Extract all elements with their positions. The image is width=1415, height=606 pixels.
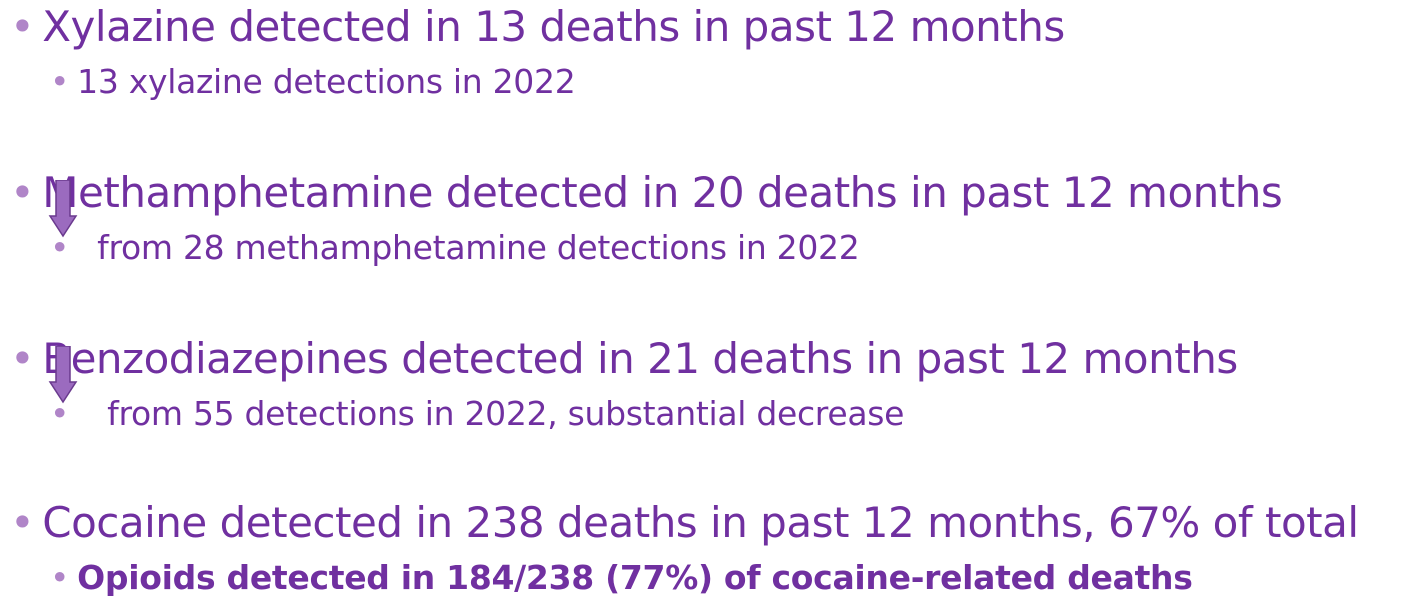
bullet: • — [50, 558, 70, 597]
bullet-text: • Xylazine detected in 13 deaths in past … — [10, 2, 1065, 51]
bullet: • — [50, 228, 70, 267]
text: Opioids detected in 184/238 (77%) of coc… — [77, 558, 1193, 597]
text: Methamphetamine detected in 20 deaths in… — [42, 168, 1283, 217]
bullet-text: • Cocaine detected in 238 deaths in past … — [10, 498, 1359, 547]
bullet: • — [10, 2, 35, 51]
bullet: • — [10, 168, 35, 217]
bullet: • — [50, 394, 70, 433]
text: from 28 methamphetamine detections in 20… — [97, 228, 860, 267]
down-arrow — [48, 346, 78, 404]
text: from 55 detections in 2022, substantial … — [107, 394, 905, 433]
text: Cocaine detected in 238 deaths in past 1… — [42, 498, 1359, 547]
bullet-text: • Benzodiazepines detected in 21 deaths i… — [10, 334, 1238, 383]
text: Xylazine detected in 13 deaths in past 1… — [42, 2, 1065, 51]
bullet: • — [10, 498, 35, 547]
sub-bullet-text: • 13 xylazine detections in 2022 — [50, 62, 576, 101]
down-arrow — [48, 180, 78, 238]
sub-bullet-text: • from 28 methamphetamine detections in 2… — [50, 228, 860, 267]
bullet: • — [50, 62, 70, 101]
text: Benzodiazepines detected in 21 deaths in… — [42, 334, 1238, 383]
text: 13 xylazine detections in 2022 — [77, 62, 576, 101]
bullet-text: • Methamphetamine detected in 20 deaths i… — [10, 168, 1283, 217]
bullet: • — [10, 334, 35, 383]
sub-bullet-text: • from 55 detections in 2022, substantial… — [50, 394, 904, 433]
sub-bullet-text: • Opioids detected in 184/238 (77%) of co… — [50, 558, 1193, 597]
